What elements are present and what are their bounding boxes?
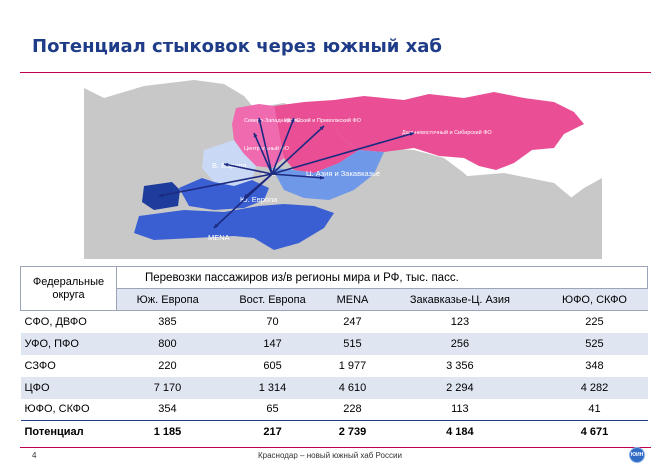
table-cell: 1 314: [218, 376, 327, 399]
total-cell: 217: [218, 420, 327, 443]
column-header: Закавказье-Ц. Азия: [378, 288, 542, 311]
row-label: ЦФО: [20, 376, 117, 399]
table-cell: 605: [263, 359, 282, 372]
table-cell: 70: [266, 315, 279, 328]
connection-arrow: [271, 173, 325, 179]
connection-arrow: [213, 173, 273, 229]
map-region-central-asia: [272, 150, 384, 200]
table-cell: 4 282: [541, 376, 648, 399]
table-cell: 515: [326, 332, 379, 355]
table-cell: 348: [585, 359, 604, 372]
table-cell: 354: [158, 403, 177, 416]
map-label-mena: MENA: [208, 233, 230, 242]
map-label-ural: Уральский и Приволжский ФО: [284, 117, 362, 124]
map-region-far-east-siberia: [334, 92, 584, 170]
table-row: УФО, ПФО 800 147 515 256 525: [20, 332, 648, 355]
connection-arrow: [253, 132, 273, 175]
row-label: СЗФО: [24, 359, 56, 372]
arrow-head: [214, 223, 219, 228]
table-cell: 2 294: [378, 376, 542, 399]
connections-map: Северо-Западный ФО Уральский и Приволжск…: [84, 78, 602, 259]
map-svg: Северо-Западный ФО Уральский и Приволжск…: [84, 80, 602, 259]
table-cell: 247: [343, 315, 362, 328]
map-label-far-east: Дальневосточный и Сибирский ФО: [402, 129, 492, 136]
total-cell: 4 671: [541, 420, 648, 443]
table-cell: 225: [585, 315, 604, 328]
map-india-land: [384, 196, 439, 253]
table-cell: 4 610: [326, 376, 379, 399]
column-header-row: Юж. Европа Вост. Европа MENA Закавказье-Ц. …: [21, 288, 648, 311]
map-region-mena: [134, 204, 334, 250]
arrow-head: [409, 132, 414, 137]
table-cell: 385: [158, 315, 177, 328]
table-cell: 123: [450, 315, 470, 328]
total-cell: 2 739: [326, 420, 379, 443]
table-cell: 7 170: [116, 376, 219, 399]
passenger-table: Федеральные округа Перевозки пассажиров …: [20, 266, 648, 443]
column-header: ЮФО, СКФО: [541, 288, 648, 311]
arrow-head: [159, 193, 164, 198]
map-region-southern-europe: [179, 178, 269, 210]
connection-arrow: [271, 125, 325, 175]
row-label: СФО, ДВФО: [24, 315, 87, 328]
connection-arrow: [258, 117, 273, 175]
map-label-nw: Северо-Западный ФО: [244, 117, 301, 124]
table-cell: 65: [266, 403, 279, 416]
table-cell: 228: [343, 403, 362, 416]
connection-arrow: [271, 117, 295, 175]
table-cell: 41: [588, 403, 601, 416]
row-label: УФО, ПФО: [20, 332, 117, 355]
row-label: ЮФО, СКФО: [24, 403, 90, 416]
table-row: СЗФО 220 605 1 977 3 356 348: [21, 355, 648, 377]
table-cell: 525: [541, 332, 648, 355]
arrow-head: [319, 126, 324, 131]
corner-header: Федеральные округа: [20, 266, 117, 311]
map-label-s-europe: Ю. Европа: [240, 195, 278, 204]
table-row: ЮФО, СКФО 354 65 228 113 41: [21, 399, 648, 421]
page-number: 4: [32, 451, 37, 460]
map-east-asia-land: [444, 173, 584, 238]
table-cell: 147: [218, 332, 327, 355]
total-cell: 1 185: [116, 420, 219, 443]
table-cell: 256: [378, 332, 542, 355]
table-cell: 113: [451, 403, 469, 416]
footer-divider: [20, 447, 651, 448]
title-divider: [20, 72, 651, 73]
column-header: MENA: [326, 288, 379, 311]
map-region-nw-central: [232, 104, 284, 168]
footer-text: Краснодар – новый южный хаб России: [258, 451, 402, 460]
map-scandinavia-land: [179, 88, 234, 140]
column-header: Вост. Европа: [218, 288, 327, 311]
table-row: СФО, ДВФО 385 70 247 123 225: [21, 311, 648, 333]
company-logo: ЮИН: [629, 447, 645, 463]
table-cell: 220: [158, 359, 177, 372]
table-cell: 1 977: [338, 359, 367, 372]
connection-arrow: [158, 173, 273, 197]
total-cell: 4 184: [378, 420, 542, 443]
arrow-head: [290, 118, 295, 123]
table-body: СФО, ДВФО 385 70 247 123 225 УФО, ПФО 800 147 515…: [20, 311, 648, 443]
column-header: Юж. Европа: [116, 288, 219, 311]
total-row: Потенциал 1 185 217 2 739 4 184 4 671: [20, 420, 648, 443]
map-connection-arrows: [158, 117, 415, 229]
map-label-c-asia: Ц. Азия и Закавказье: [306, 169, 380, 178]
arrow-head: [224, 162, 229, 167]
total-label: Потенциал: [20, 420, 117, 443]
table-row: ЦФО 7 170 1 314 4 610 2 294 4 282: [20, 376, 648, 399]
table-cell: 800: [116, 332, 219, 355]
arrow-head: [253, 133, 258, 138]
map-britain-land: [154, 126, 172, 153]
connection-arrow: [271, 132, 415, 175]
slide-title: Потенциал стыковок через южный хаб: [32, 36, 442, 57]
connection-arrow: [223, 163, 273, 175]
arrow-head: [319, 175, 324, 180]
group-header: Перевозки пассажиров из/в регионы мира и…: [116, 266, 648, 289]
arrow-head: [257, 118, 262, 123]
table-cell: 3 356: [446, 359, 474, 372]
map-region-eastern-europe: [202, 140, 256, 186]
